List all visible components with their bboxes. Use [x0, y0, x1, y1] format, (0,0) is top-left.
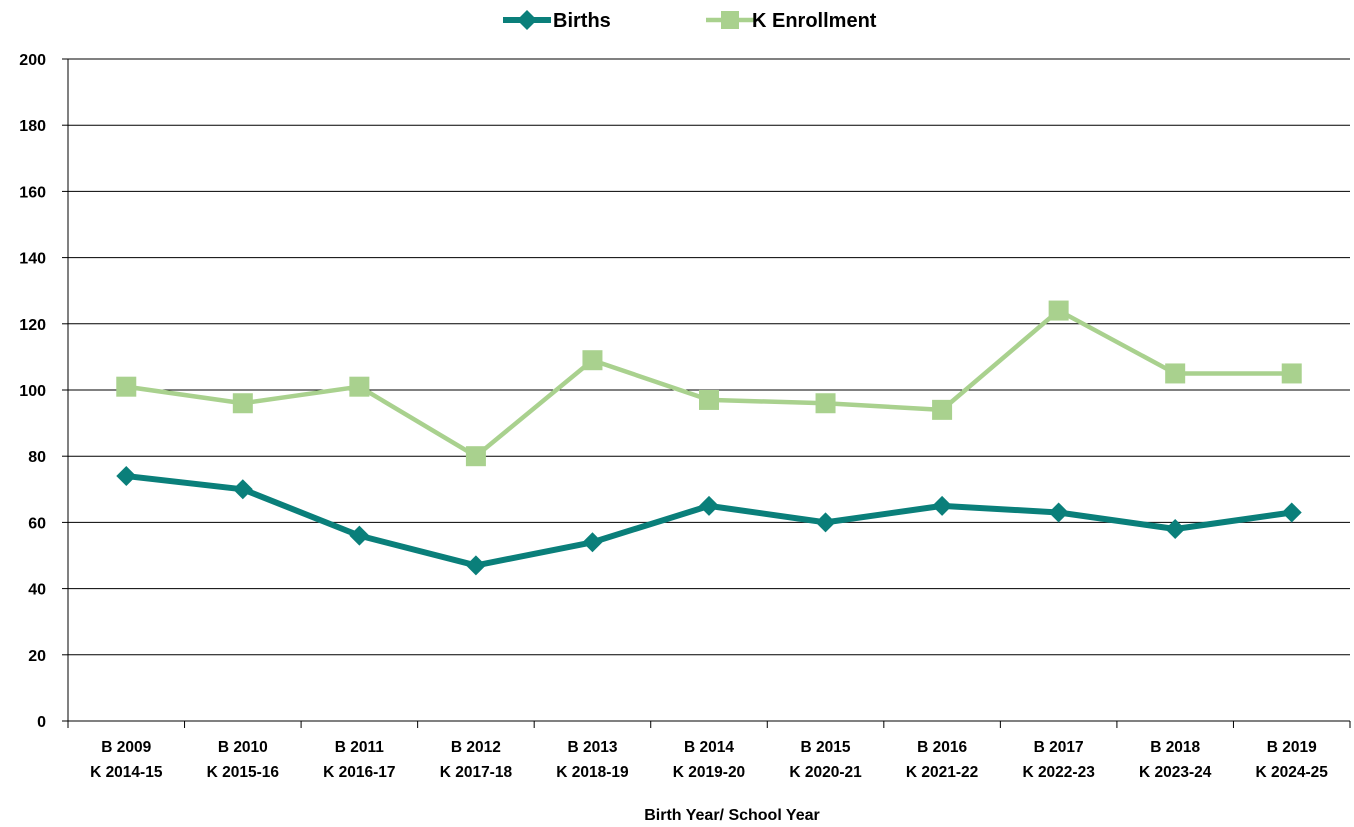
data-point-diamond — [815, 512, 836, 533]
y-tick-label: 120 — [19, 317, 46, 334]
data-point-square — [582, 350, 603, 371]
y-tick-label: 40 — [28, 582, 46, 599]
x-tick-label: B 2010 — [218, 739, 268, 756]
legend-item-k-enrollment: K Enrollment — [706, 10, 877, 32]
series — [116, 300, 1302, 576]
x-tick-label: K 2015-16 — [207, 764, 280, 781]
x-tick-label: K 2014-15 — [90, 764, 163, 781]
data-point-diamond — [582, 532, 603, 553]
data-point-square — [699, 389, 719, 410]
series-k-enrollment — [116, 300, 1302, 467]
x-tick-label: K 2020-21 — [789, 764, 862, 781]
x-axis-title: Birth Year/ School Year — [644, 807, 820, 824]
x-tick-label: K 2016-17 — [323, 764, 395, 781]
data-point-square — [349, 376, 370, 397]
y-axis-tick-labels: 0 20 40 60 80 100 120 140 160 180 200 — [19, 52, 46, 731]
x-tick-label: K 2017-18 — [440, 764, 513, 781]
y-tick-label: 80 — [28, 449, 46, 466]
y-tick-label: 180 — [19, 118, 46, 135]
data-point-square — [1048, 300, 1069, 321]
legend-label: K Enrollment — [752, 10, 877, 32]
x-tick-label: B 2014 — [684, 739, 734, 756]
x-axis-tick-labels: B 2009 K 2014-15 B 2010 K 2015-16 B 2011 K 20… — [90, 739, 1328, 781]
x-tick-label: B 2018 — [1150, 739, 1200, 756]
x-tick-label: B 2017 — [1034, 739, 1084, 756]
data-point-square — [1165, 363, 1186, 384]
gridlines — [68, 58, 1350, 656]
data-point-square — [815, 393, 836, 414]
data-point-square — [116, 376, 137, 397]
series-line — [125, 473, 1293, 569]
y-tick-label: 140 — [19, 251, 46, 268]
y-tick-label: 160 — [19, 184, 46, 201]
data-point-diamond — [232, 479, 253, 500]
data-point-square — [465, 446, 486, 467]
data-point-diamond — [116, 466, 137, 487]
y-tick-label: 200 — [19, 52, 46, 69]
data-point-square — [1281, 363, 1302, 384]
y-tick-label: 0 — [37, 714, 46, 731]
data-point-square — [232, 393, 253, 414]
x-tick-label: B 2012 — [451, 739, 501, 756]
x-tick-label: B 2011 — [335, 739, 385, 756]
series-births — [116, 466, 1302, 576]
x-tick-label: B 2016 — [917, 739, 967, 756]
y-tick-label: 100 — [19, 383, 46, 400]
y-tick-label: 20 — [28, 648, 46, 665]
data-point-diamond — [1048, 502, 1069, 523]
x-tick-label: B 2019 — [1267, 739, 1317, 756]
data-point-diamond — [932, 495, 953, 516]
axes — [62, 58, 1351, 728]
legend: Births K Enrollment — [503, 10, 877, 32]
x-tick-label: K 2018-19 — [556, 764, 629, 781]
data-point-square — [932, 399, 953, 420]
x-tick-label: K 2019-20 — [673, 764, 745, 781]
x-tick-label: B 2009 — [101, 739, 151, 756]
x-tick-label: K 2024-25 — [1256, 764, 1329, 781]
x-tick-label: K 2023-24 — [1139, 764, 1212, 781]
x-tick-label: B 2015 — [801, 739, 851, 756]
legend-item-births: Births — [503, 10, 611, 32]
y-tick-label: 60 — [28, 515, 46, 532]
data-point-diamond — [1281, 502, 1302, 523]
x-tick-label: K 2021-22 — [906, 764, 978, 781]
data-point-diamond — [349, 525, 370, 546]
legend-marker-diamond — [517, 10, 537, 30]
legend-label: Births — [553, 10, 611, 32]
series-line — [125, 308, 1292, 459]
legend-marker-square — [721, 11, 739, 29]
x-tick-label: B 2013 — [567, 739, 617, 756]
data-point-diamond — [465, 555, 486, 576]
x-tick-label: K 2022-23 — [1022, 764, 1095, 781]
data-point-diamond — [1165, 519, 1186, 540]
data-point-diamond — [699, 495, 719, 516]
